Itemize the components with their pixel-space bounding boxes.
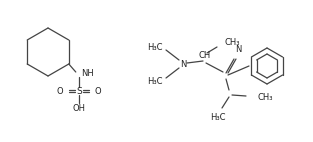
Text: CH: CH	[199, 51, 211, 59]
Text: S: S	[76, 86, 82, 96]
Text: H₃C: H₃C	[210, 112, 226, 122]
Text: CH₃: CH₃	[224, 37, 239, 46]
Text: H₃C: H₃C	[147, 42, 163, 52]
Text: N: N	[235, 44, 241, 54]
Text: N: N	[180, 59, 186, 68]
Text: H₃C: H₃C	[147, 77, 163, 85]
Text: O: O	[95, 86, 101, 96]
Text: NH: NH	[81, 68, 94, 78]
Text: OH: OH	[72, 104, 85, 112]
Text: O: O	[56, 86, 63, 96]
Text: CH₃: CH₃	[257, 92, 273, 102]
